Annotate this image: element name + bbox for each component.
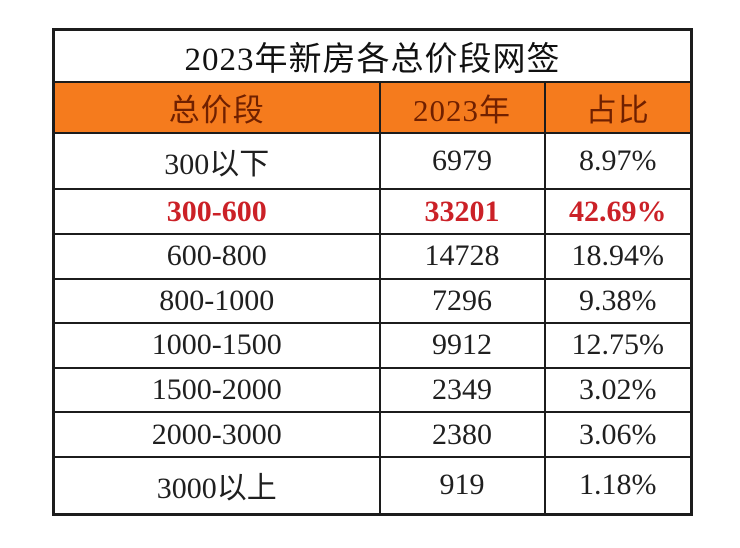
cell-count: 2349 [378, 366, 546, 414]
cell-price-range: 1500-2000 [52, 366, 381, 414]
cell-share: 8.97% [543, 131, 693, 191]
cell-count: 7296 [378, 277, 546, 325]
cell-count: 2380 [378, 411, 546, 458]
cell-count: 14728 [378, 233, 546, 280]
cell-price-range: 300-600 [52, 188, 381, 236]
cell-share: 12.75% [543, 322, 693, 369]
cell-price-range: 3000以上 [52, 455, 381, 516]
table-title: 2023年新房各总价段网签 [52, 28, 693, 83]
cell-price-range: 600-800 [52, 233, 381, 280]
column-header-share: 占比 [543, 80, 693, 134]
table-row: 1000-1500 9912 12.75% [52, 322, 693, 369]
cell-price-range: 2000-3000 [52, 411, 381, 458]
cell-count: 919 [378, 455, 546, 516]
table-row: 1500-2000 2349 3.02% [52, 366, 693, 414]
cell-share: 1.18% [543, 455, 693, 516]
column-header-year-2023: 2023年 [378, 80, 546, 134]
table-header-row: 总价段 2023年 占比 [52, 80, 693, 134]
cell-count: 6979 [378, 131, 546, 191]
table-row: 600-800 14728 18.94% [52, 233, 693, 280]
cell-price-range: 1000-1500 [52, 322, 381, 369]
table-row: 2000-3000 2380 3.06% [52, 411, 693, 458]
table-row: 300以下 6979 8.97% [52, 131, 693, 191]
table-row-highlighted: 300-600 33201 42.69% [52, 188, 693, 236]
cell-share: 3.02% [543, 366, 693, 414]
cell-share: 3.06% [543, 411, 693, 458]
cell-price-range: 300以下 [52, 131, 381, 191]
signings-by-price-band-table: 2023年新房各总价段网签 总价段 2023年 占比 300以下 6979 8.… [52, 28, 694, 516]
table-row: 3000以上 919 1.18% [52, 455, 693, 516]
price-range-table: 2023年新房各总价段网签 总价段 2023年 占比 300以下 6979 8.… [52, 28, 694, 516]
cell-count: 9912 [378, 322, 546, 369]
table-row: 800-1000 7296 9.38% [52, 277, 693, 325]
table-title-row: 2023年新房各总价段网签 [52, 28, 693, 83]
cell-count: 33201 [378, 188, 546, 236]
cell-share: 42.69% [543, 188, 693, 236]
cell-share: 18.94% [543, 233, 693, 280]
cell-price-range: 800-1000 [52, 277, 381, 325]
column-header-price-range: 总价段 [52, 80, 381, 134]
cell-share: 9.38% [543, 277, 693, 325]
